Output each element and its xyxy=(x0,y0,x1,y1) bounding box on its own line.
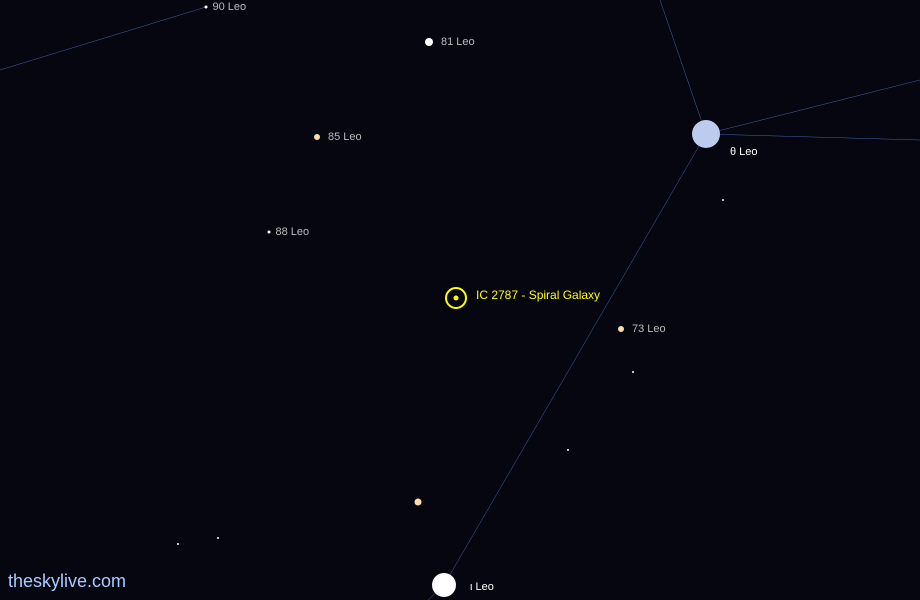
star-label: 85 Leo xyxy=(328,131,362,143)
star-label: 73 Leo xyxy=(632,323,666,335)
star-label: ι Leo xyxy=(470,581,494,593)
star xyxy=(567,449,569,451)
star-label: θ Leo xyxy=(730,146,758,158)
star xyxy=(432,573,456,597)
star xyxy=(415,499,422,506)
star xyxy=(692,120,720,148)
star xyxy=(217,537,219,539)
star xyxy=(177,543,179,545)
star-label: 88 Leo xyxy=(276,226,310,238)
star xyxy=(268,231,271,234)
star xyxy=(618,326,624,332)
star xyxy=(425,38,433,46)
star-label: 90 Leo xyxy=(213,1,247,13)
star xyxy=(314,134,320,140)
target-label: IC 2787 - Spiral Galaxy xyxy=(476,288,600,302)
target-marker-dot xyxy=(454,296,459,301)
star xyxy=(205,6,208,9)
star-label: 81 Leo xyxy=(441,36,475,48)
star xyxy=(722,199,724,201)
star-chart: theskylive.com 90 Leo 81 Leo 85 Leo θ Leo 88… xyxy=(0,0,920,600)
watermark-text: theskylive.com xyxy=(8,571,126,592)
star xyxy=(632,371,634,373)
